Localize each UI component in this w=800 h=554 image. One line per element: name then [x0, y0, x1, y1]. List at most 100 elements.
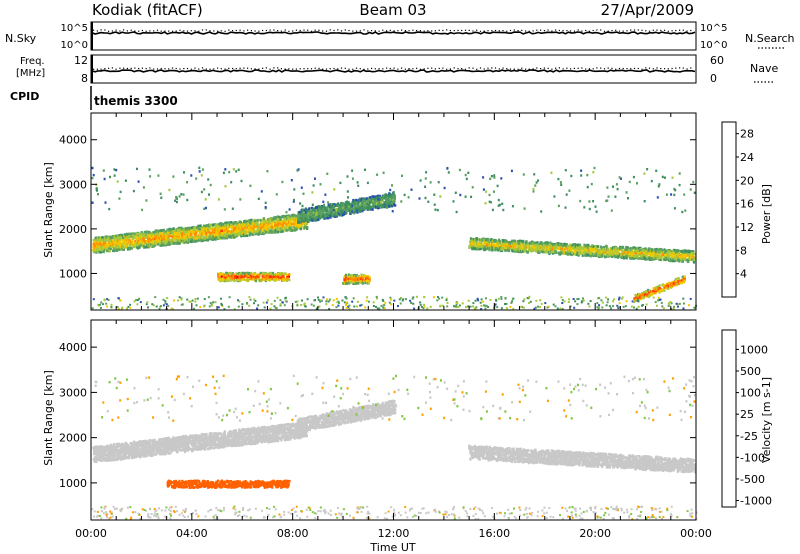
data-cell: [111, 235, 115, 238]
trace-dot: [273, 29, 275, 31]
data-cell: [128, 239, 131, 242]
data-cell: [118, 248, 121, 251]
data-cell: [369, 200, 372, 204]
data-cell: [307, 209, 310, 213]
data-cell: [203, 227, 206, 231]
data-cell: [361, 281, 364, 285]
data-cell: [687, 259, 690, 263]
data-cell: [366, 203, 369, 206]
data-cell: [674, 253, 677, 256]
data-cell: [367, 282, 370, 285]
data-cell: [506, 246, 509, 250]
data-cell: [569, 243, 572, 247]
data-cell: [150, 236, 153, 239]
data-cell: [549, 246, 552, 249]
trace-dot: [585, 68, 587, 70]
trace-dot: [517, 68, 519, 70]
data-cell: [371, 197, 374, 201]
data-cell: [563, 242, 566, 246]
data-cell: [587, 243, 590, 247]
trace-dot: [115, 29, 117, 31]
data-cell: [287, 225, 290, 228]
trace-dot: [472, 67, 474, 69]
data-cell: [236, 274, 240, 277]
data-cell: [243, 234, 247, 238]
trace-dot: [201, 67, 204, 69]
data-cell: [308, 207, 311, 210]
trace-dot: [648, 67, 651, 69]
trace-dot: [633, 29, 636, 31]
trace-dot: [509, 29, 512, 32]
trace-dot: [288, 30, 290, 32]
data-cell: [259, 219, 263, 223]
trace-dot: [175, 67, 177, 70]
data-cell: [147, 231, 150, 235]
data-cell: [352, 280, 356, 284]
trace-dot: [573, 30, 575, 32]
data-cell: [646, 249, 649, 253]
data-cell: [267, 218, 270, 221]
data-cell: [195, 226, 199, 229]
data-cell: [557, 247, 560, 251]
data-cell: [500, 248, 503, 251]
data-cell: [661, 253, 664, 256]
data-cell: [122, 236, 125, 240]
data-cell: [116, 237, 119, 240]
data-cell: [588, 246, 591, 249]
data-cell: [483, 238, 486, 242]
data-cell: [207, 235, 210, 238]
data-cell: [640, 254, 643, 258]
data-cell: [127, 239, 130, 242]
data-cell: [277, 230, 280, 234]
trace-dot: [637, 29, 639, 31]
data-cell: [640, 257, 643, 260]
data-cell: [357, 200, 360, 203]
data-cell: [296, 227, 299, 231]
data-cell: [523, 246, 526, 250]
data-cell: [313, 218, 316, 221]
trace-dot: [494, 67, 497, 69]
data-cell: [361, 276, 364, 280]
trace-dot: [171, 30, 174, 32]
trace-dot: [205, 68, 207, 70]
data-cell: [197, 238, 200, 242]
data-cell: [468, 246, 471, 249]
data-cell: [208, 227, 211, 231]
data-cell: [282, 277, 285, 281]
trace-dot: [491, 67, 493, 69]
data-cell: [122, 243, 125, 246]
trace-dot: [119, 30, 121, 32]
data-cell: [290, 228, 293, 232]
data-cell: [536, 244, 539, 248]
trace-dot: [626, 30, 628, 32]
data-cell: [261, 222, 264, 226]
data-cell: [528, 243, 531, 247]
data-cell: [170, 241, 173, 244]
data-cell: [272, 216, 275, 220]
data-cell: [157, 236, 160, 240]
trace-dot: [104, 68, 106, 70]
data-cell: [378, 194, 382, 198]
data-cell: [271, 271, 275, 275]
data-cell: [607, 250, 610, 254]
data-cell: [309, 210, 312, 213]
data-cell: [486, 239, 489, 242]
trace-dot: [337, 68, 339, 70]
data-cell: [283, 222, 286, 225]
data-cell: [142, 234, 146, 238]
data-cell: [472, 247, 475, 251]
data-cell: [342, 282, 345, 285]
data-cell: [267, 272, 270, 276]
trace-dot: [164, 30, 166, 32]
data-cell: [220, 227, 224, 231]
data-cell: [468, 244, 471, 248]
trace-dot: [521, 67, 523, 69]
data-cell: [176, 232, 179, 236]
data-cell: [230, 236, 233, 239]
data-cell: [382, 205, 385, 209]
data-cell: [529, 246, 532, 250]
trace-dot: [592, 68, 594, 70]
data-cell: [280, 220, 283, 224]
data-cell: [235, 234, 239, 238]
trace-dot: [401, 67, 403, 69]
